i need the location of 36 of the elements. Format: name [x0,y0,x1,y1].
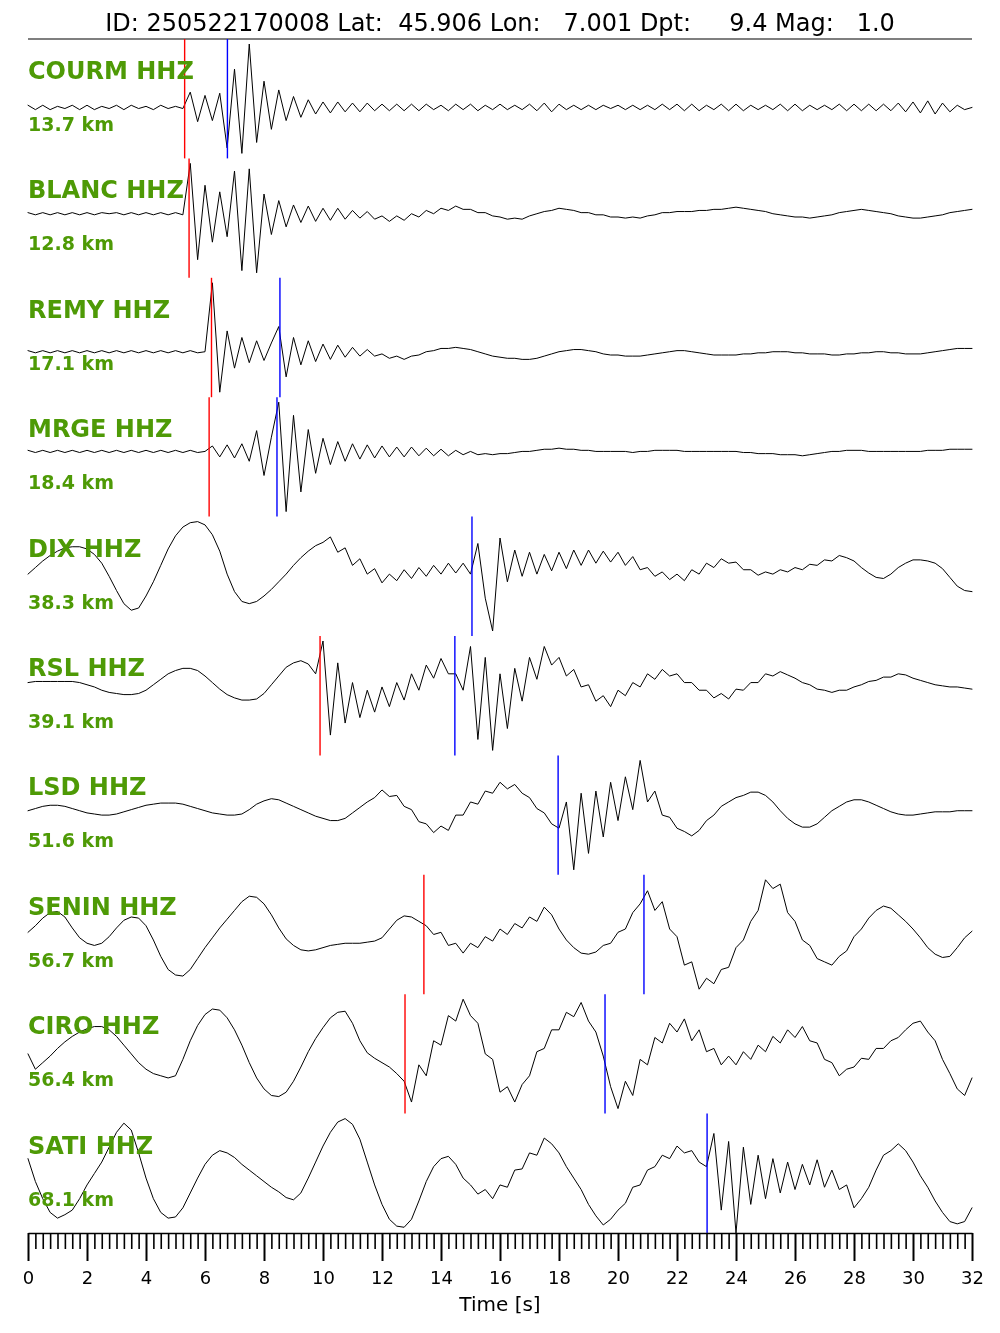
text: 13.7 km [28,113,114,135]
text: BLANC HHZ [28,176,184,205]
text: 18.4 km [28,471,114,494]
x-tick-label: 18 [548,1266,571,1288]
x-tick-label: 16 [489,1266,512,1288]
text: 38.3 km [28,590,114,613]
x-axis-title: Time [s] [458,1292,541,1316]
text: 56.4 km [28,1068,114,1091]
x-tick-label: 12 [371,1266,394,1288]
x-tick-label: 22 [666,1266,689,1288]
text: RSL HHZ [28,654,145,682]
x-tick-label: 6 [199,1266,212,1288]
text: 12.8 km [28,232,114,255]
text: ID: 250522170008 Lat: 45.906 Lon: 7.001 Dpt: 9.4 Mag: 1.0 [105,9,895,37]
x-tick-label: 24 [725,1266,748,1288]
x-tick-label: 4 [140,1266,153,1288]
x-tick-label: 10 [312,1266,335,1288]
x-tick-label: 32 [961,1266,984,1288]
x-tick-label: 26 [784,1266,807,1288]
text: SENIN HHZ [28,892,177,921]
text: LSD HHZ [28,773,147,802]
text: 17.1 km [28,351,114,374]
text: CIRO HHZ [28,1012,160,1041]
x-tick-label: 20 [607,1266,630,1288]
text: 51.6 km [28,829,114,852]
text: DIX HHZ [28,534,142,563]
x-tick-label: 0 [22,1266,35,1288]
text: REMY HHZ [28,295,171,324]
x-tick-label: 14 [430,1266,453,1288]
x-tick-label: 28 [843,1266,866,1288]
text: 56.7 km [28,948,114,971]
text: MRGE HHZ [28,415,173,444]
x-tick-label: 30 [902,1266,925,1288]
x-tick-label: 8 [258,1266,271,1288]
x-tick-label: 2 [81,1266,94,1288]
text: 39.1 km [28,710,114,732]
